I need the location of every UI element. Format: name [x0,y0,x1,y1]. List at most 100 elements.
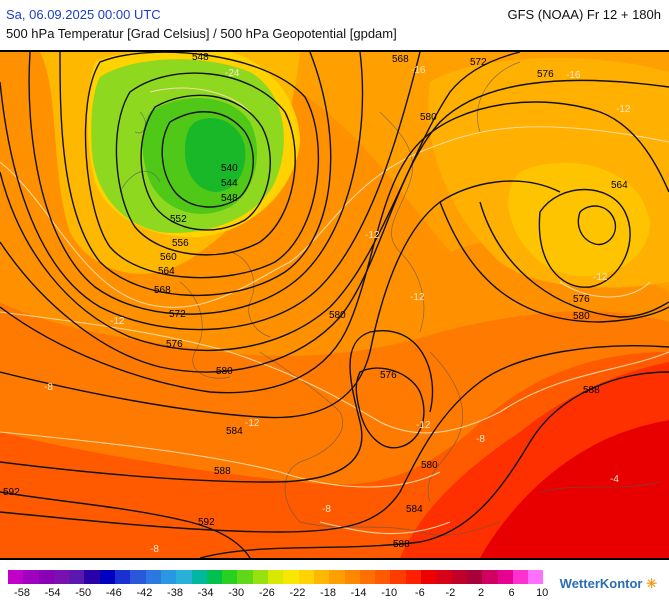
contour-label: 584 [406,504,423,515]
contour-label: 556 [172,238,189,249]
contour-label: 564 [611,180,628,191]
legend-swatch [222,570,238,584]
legend-tick-label: -34 [197,587,214,599]
legend-tick-label: 6 [508,587,515,599]
legend-swatch [436,570,452,584]
contour-label: 580 [573,311,590,322]
legend-tick-label: -46 [105,587,122,599]
legend-swatch [466,570,483,584]
legend-tick-label: -2 [445,587,456,599]
legend-tick-label: -58 [14,587,30,599]
weather-map[interactable]: 548 568 572 576 580 540 544 548 552 556 … [0,50,669,560]
contour-label: 588 [214,466,231,477]
legend-tick-label: -22 [289,587,306,599]
legend-swatch [283,570,299,584]
brand-name: WetterKontor [559,576,643,591]
legend-swatch [344,570,360,584]
legend-color-bar [8,570,544,584]
isotherm-label: -16 [411,65,426,76]
isotherm-label: -16 [566,70,581,81]
legend-swatch [38,570,54,584]
legend-tick-labels: -58 -54 -50 -46 -42 -38 -34 -30 -26 -22 -18 -14 -10-… [0,587,560,601]
date-label: Sa, 06.09.2025 00:00 UTC [6,7,161,22]
legend-swatch [405,570,422,584]
legend-swatch [69,570,85,584]
legend-swatch [99,570,116,584]
contour-label: 580 [216,366,233,377]
legend-tick-label: 2 [477,587,485,599]
isotherm-label: -8 [150,544,159,555]
isotherm-label: -12 [593,272,608,283]
legend-swatch [298,570,314,584]
legend-swatch [53,570,70,584]
legend-tick-label: -54 [44,587,61,599]
legend-tick-label: -14 [350,587,367,599]
contour-label: 548 [192,52,209,63]
color-legend: -58 -54 -50 -46 -42 -38 -34 -30 -26 -22 -18 -14 -10-… [0,560,669,600]
header: Sa, 06.09.2025 00:00 UTC GFS (NOAA) Fr 1… [0,0,669,50]
legend-swatch [237,570,253,584]
contour-label: 560 [160,252,177,263]
contour-label: 572 [470,57,487,68]
legend-swatch [375,570,391,584]
contour-label: 572 [169,309,186,320]
isotherm-label: -12 [410,292,425,303]
legend-swatch [268,570,284,584]
contour-label: 584 [226,426,243,437]
contour-label: 588 [393,539,410,550]
contour-label: 568 [154,285,171,296]
contour-label: 576 [573,294,590,305]
isotherm-label: -12 [365,230,380,241]
model-run-label: GFS (NOAA) Fr 12 + 180h [507,7,661,22]
temperature-labels: -24 -16 -16 -12 -12 -12 -12 -12 -8 -8 -8… [44,65,631,555]
isotherm-label: -12 [110,316,125,327]
legend-swatch [191,570,207,584]
contour-label: 576 [166,339,183,350]
legend-tick-label: 10 [536,587,549,599]
contour-label: 576 [537,69,554,80]
legend-swatch [512,570,529,584]
legend-swatch [130,570,146,584]
legend-swatch [23,570,39,584]
legend-tick-label: -26 [258,587,275,599]
geopotential-contours [0,52,669,558]
temperature-isolines [0,87,669,535]
contour-label: 592 [3,487,20,498]
legend-swatch [206,570,223,584]
legend-swatch [421,570,437,584]
contour-label: 588 [583,385,600,396]
legend-tick-label: -50 [75,587,92,599]
contour-label: 580 [420,112,437,123]
geopotential-labels: 548 568 572 576 580 540 544 548 552 556 … [3,52,628,550]
brand-logo[interactable]: WetterKontor ✳ [560,576,657,592]
legend-tick-label: -6 [414,587,425,599]
legend-swatch [482,570,498,584]
temperature-zone-cold-east [508,162,650,277]
legend-swatch [115,570,131,584]
isotherm-label: -24 [225,68,240,79]
legend-swatch [313,570,330,584]
contour-label: 540 [221,163,238,174]
isotherm-label: -4 [610,474,619,485]
contour-label: 576 [380,370,397,381]
legend-swatch [451,570,467,584]
isotherm-label: -8 [322,504,331,515]
temperature-zone-trough-center [185,118,246,192]
contour-label: 548 [221,193,238,204]
legend-swatch [359,570,376,584]
legend-swatch [160,570,177,584]
legend-swatch [145,570,161,584]
brand-mark-icon: ✳ [642,576,657,591]
legend-tick-label: -18 [320,587,336,599]
legend-swatch [176,570,192,584]
legend-swatch [329,570,345,584]
isotherm-label: -8 [476,434,485,445]
isotherm-label: -12 [245,418,260,429]
contour-label: 564 [158,266,175,277]
isotherm-label: -12 [616,104,631,115]
legend-tick-label: -38 [167,587,183,599]
legend-swatch [528,570,544,584]
legend-swatch [8,570,24,584]
chart-subtitle: 500 hPa Temperatur [Grad Celsius] / 500 … [6,26,397,41]
contour-label: 568 [392,54,409,65]
